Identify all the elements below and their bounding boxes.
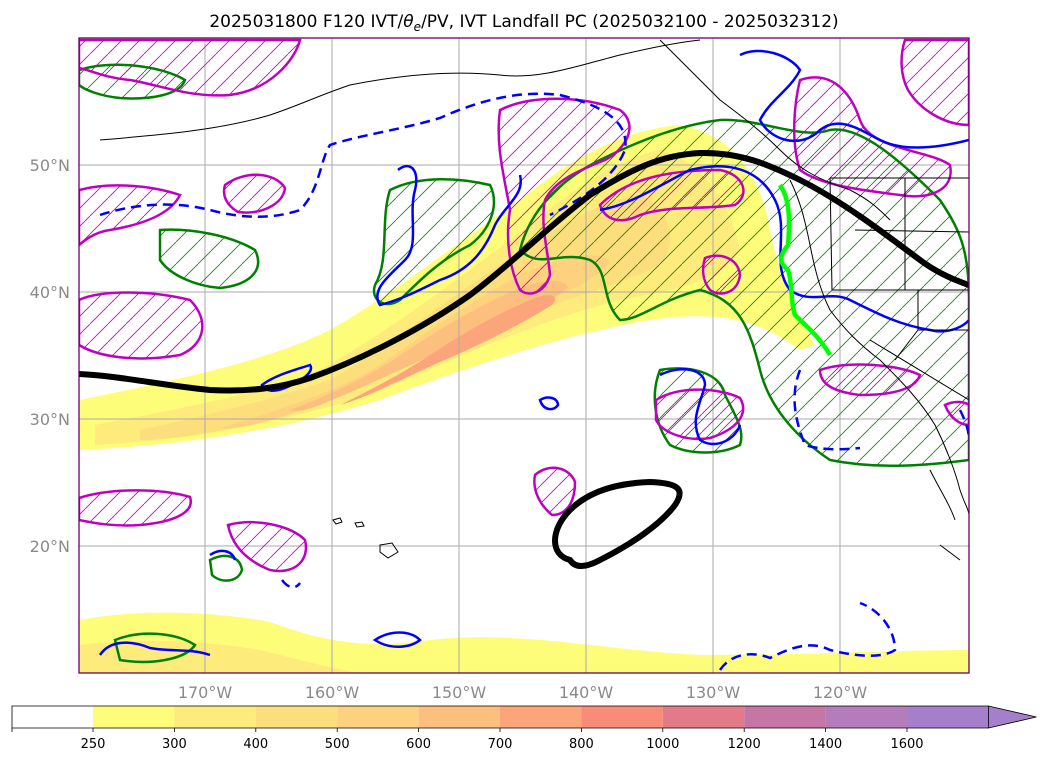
colorbar-tick-label: 300 [162,737,187,752]
colorbar-tick-label: 1000 [646,737,679,752]
pv-solid-9 [209,549,237,561]
lat-label-20n: 20°N [30,537,70,556]
theta-e-region-small1 [208,554,244,582]
colorbar-extension [988,705,1037,729]
lat-label-50n: 50°N [30,156,70,175]
pv-dashed-3 [718,601,897,671]
pv-region-se [818,363,922,397]
theta-e-region-south [113,632,197,664]
colorbar-tick-label: 600 [406,737,431,752]
colorbar-segment [581,706,663,728]
pv-region-sub [533,466,577,517]
coast-alaska [99,39,701,141]
pv-solid-2 [599,165,969,333]
lon-label-160w: 160°W [305,683,360,702]
colorbar-segment [12,706,93,728]
lon-label-140w: 140°W [559,683,614,702]
pv-solid-1 [376,164,523,307]
coast-bc [659,39,891,221]
ivt-axis-main [79,149,969,394]
pv-dashed-5 [958,409,969,441]
pv-solid-6 [98,641,211,657]
colorbar-tick-label: 1600 [890,737,923,752]
hawaii-islands [332,517,399,559]
pv-region-w1 [79,291,204,360]
states-borders [829,177,969,401]
pv-dashed-1 [99,92,627,218]
pv-dashed-4 [281,579,302,589]
colorbar-tick-label: 400 [243,737,268,752]
pv-region-ne-corner [900,38,969,127]
colorbar-tick-label: 1200 [728,737,761,752]
chart-title: 2025031800 F120 IVT/θe/PV, IVT Landfall … [209,12,838,34]
map-panel [79,38,969,673]
ivt-axis-loop [552,478,683,569]
colorbar-tick-label: 500 [325,737,350,752]
ivt-600 [290,280,568,411]
lat-label-40n: 40°N [30,283,70,302]
coastlines [99,39,969,561]
pv-solid-4 [659,368,742,446]
pv-solid-3 [739,49,969,149]
pv-region-w3 [222,173,287,214]
colorbar-tick-label: 1400 [809,737,842,752]
colorbar-segment [907,706,989,728]
colorbar: 250 300 400 500 600 700 800 1000 1200 1400 1600 [11,705,1037,752]
colorbar-segment [744,706,826,728]
colorbar-segment [93,706,175,728]
baja [929,469,961,561]
lon-label-170w: 170°W [178,683,233,702]
coast-us-west [789,179,969,516]
theta-e-region-sw [158,228,260,290]
pv-region-w2 [79,184,182,247]
landfall-pc-line [778,183,832,357]
pv-dashed-2 [793,369,861,451]
pv-solid-8 [538,396,560,411]
colorbar-segment [825,706,907,728]
ivt-700 [340,295,556,405]
map-frame [78,37,970,674]
lon-labels: 170°W 160°W 150°W 140°W 130°W 120°W [178,683,868,702]
lat-label-30n: 30°N [30,410,70,429]
pv-region-nw [79,38,302,97]
colorbar-segment [337,706,419,728]
colorbar-tick-label: 800 [569,737,594,752]
colorbar-segment [500,706,582,728]
colorbar-segment [174,706,256,728]
colorbar-segment [418,706,500,728]
pv-region-w4 [79,489,192,527]
pv-solid-contours [98,49,969,657]
theta-e-region-west [372,177,496,306]
lat-labels: 50°N 40°N 30°N 20°N [30,156,70,556]
pv-region-e [701,254,742,295]
pv-region-hawaii [654,388,745,441]
pv-solid-7 [372,631,422,648]
lon-label-120w: 120°W [813,683,868,702]
colorbar-tick-label: 700 [488,737,513,752]
lon-label-150w: 150°W [432,683,487,702]
colorbar-segment [662,706,745,728]
pv-region-ne [598,168,745,222]
colorbar-segment [255,706,338,728]
pv-dashed-contours [99,92,969,671]
pv-region-w5 [226,521,308,573]
colorbar-tick-label: 250 [81,737,106,752]
lon-label-130w: 130°W [686,683,741,702]
ivt-south-250 [79,612,969,673]
